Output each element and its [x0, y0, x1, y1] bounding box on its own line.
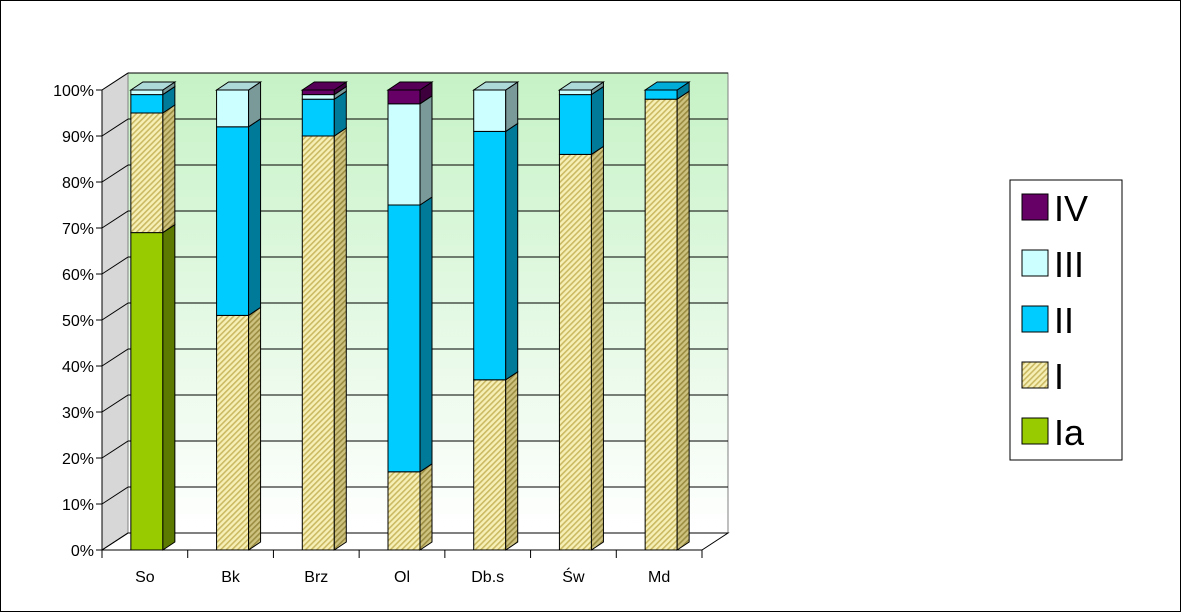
- bar-top-IV: [386, 81, 434, 91]
- gridline-side: [101, 72, 129, 91]
- bar-stack: [300, 81, 348, 551]
- bar-top-III: [214, 81, 263, 91]
- legend-swatch-I: [1021, 361, 1049, 389]
- legend-swatch-IV: [1021, 193, 1049, 221]
- bar-top-III: [557, 81, 606, 91]
- gridline-side: [101, 348, 129, 367]
- y-tick-label: 70%: [62, 221, 94, 238]
- bar-segment-side-III: [505, 81, 519, 133]
- bar-top-III: [472, 81, 520, 91]
- gridline-side: [101, 486, 129, 505]
- y-tick-label: 90%: [62, 129, 94, 146]
- bar-top-III: [129, 81, 177, 91]
- bar-segment-III: [558, 89, 592, 96]
- bar-segment-III: [387, 103, 421, 206]
- gridline-side: [101, 118, 129, 137]
- y-tick-label: 0%: [71, 543, 94, 560]
- category-label: Św: [562, 567, 585, 586]
- legend-label-III: III: [1054, 244, 1084, 285]
- category-label: Ol: [394, 569, 410, 586]
- bar-segment-I: [387, 471, 421, 551]
- category-label: Db.s: [471, 569, 504, 586]
- gridline-side: [101, 256, 129, 275]
- bar-stack: [643, 81, 691, 551]
- bar-stack: [386, 81, 434, 551]
- bar-top-IV: [300, 81, 348, 91]
- bar-segment-I: [216, 314, 250, 551]
- bar-segment-I: [644, 98, 678, 551]
- bar-stack: [214, 81, 263, 551]
- bars: [129, 81, 691, 551]
- category-label: Bk: [221, 569, 241, 586]
- bar-segment-side-I: [590, 145, 604, 551]
- category-label: Brz: [304, 569, 328, 586]
- bar-segment-side-I: [676, 90, 690, 551]
- bar-segment-III: [216, 89, 250, 128]
- bar-segment-II: [216, 126, 250, 316]
- y-tick-label: 10%: [62, 497, 94, 514]
- gridline-side: [101, 164, 129, 183]
- bar-segment-side-III: [419, 94, 433, 206]
- bar-segment-side-I: [333, 127, 347, 551]
- y-tick-label: 30%: [62, 405, 94, 422]
- legend-swatch-Ia: [1021, 417, 1049, 445]
- y-tick-label: 50%: [62, 313, 94, 330]
- legend-swatch-III: [1021, 249, 1049, 277]
- gridline-side: [101, 302, 129, 321]
- bar-segment-II: [301, 98, 335, 137]
- bar-stack: [129, 81, 177, 551]
- legend-label-I: I: [1054, 356, 1064, 397]
- bar-segment-I: [558, 153, 592, 551]
- bar-segment-III: [130, 89, 164, 96]
- bar-segment-side-II: [419, 196, 433, 473]
- bar-stack: [472, 81, 520, 551]
- legend-label-Ia: Ia: [1054, 412, 1085, 453]
- bar-segment-side-I: [419, 462, 433, 551]
- bar-segment-side-II: [590, 85, 604, 156]
- y-tick-label: 40%: [62, 359, 94, 376]
- bar-segment-I: [301, 135, 335, 551]
- bar-segment-I: [473, 379, 507, 551]
- category-label: So: [135, 569, 155, 586]
- category-label: Md: [648, 569, 670, 586]
- bar-segment-side-II: [248, 117, 262, 317]
- bar-segment-side-I: [505, 370, 519, 551]
- y-tick-label: 80%: [62, 175, 94, 192]
- bar-segment-II: [387, 204, 421, 473]
- bar-top-II: [643, 81, 691, 91]
- y-tick-label: 100%: [53, 83, 94, 100]
- y-tick-label: 20%: [62, 451, 94, 468]
- bar-segment-side-I: [248, 306, 262, 551]
- bar-segment-III: [473, 89, 507, 132]
- bar-segment-side-II: [505, 122, 519, 381]
- legend-label-IV: IV: [1054, 188, 1088, 229]
- bar-segment-I: [130, 112, 164, 234]
- legend-swatch-II: [1021, 305, 1049, 333]
- gridline-side: [101, 210, 129, 229]
- bar-stack: [557, 81, 606, 551]
- bar-segment-side-I: [162, 104, 176, 234]
- bar-segment-side-Ia: [162, 223, 176, 551]
- bar-segment-IV: [301, 89, 335, 96]
- gridline-side: [101, 440, 129, 459]
- gridline-side: [101, 394, 129, 413]
- gridline-side: [101, 532, 129, 551]
- bar-segment-II: [558, 94, 592, 155]
- legend-label-II: II: [1054, 300, 1074, 341]
- bar-segment-III: [301, 94, 335, 100]
- y-tick-label: 60%: [62, 267, 94, 284]
- axes: 0% 10% 20% 30% 40% 50% 60% 70% 80% 90% 100% So Bk Brz…: [53, 83, 703, 586]
- bar-segment-Ia: [130, 232, 164, 551]
- bar-segment-II: [644, 89, 678, 100]
- bar-segment-IV: [387, 89, 421, 105]
- bar-segment-II: [130, 94, 164, 114]
- bar-segment-II: [473, 130, 507, 381]
